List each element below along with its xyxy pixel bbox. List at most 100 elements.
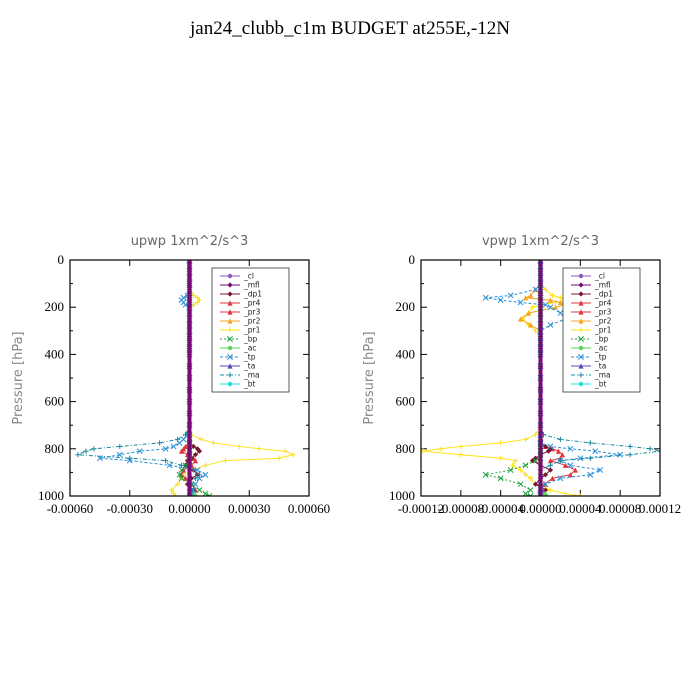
data-point-_bp	[196, 487, 203, 494]
data-point-_pr2	[525, 310, 532, 316]
legend-marker-_cl	[578, 273, 584, 279]
data-point-_pr2	[517, 316, 524, 322]
plot-area	[75, 260, 296, 496]
y-axis-label: Pressure [hPa]	[362, 331, 377, 424]
data-point-_pr1	[276, 455, 282, 461]
data-point-_tp	[597, 467, 604, 473]
data-point-_bp	[532, 457, 539, 464]
data-point-_ma	[117, 443, 123, 450]
legend-marker-_bp	[227, 336, 233, 342]
data-point-_tp	[162, 445, 169, 452]
legend-marker-_ac	[227, 345, 233, 351]
data-point-_dp1	[547, 467, 554, 473]
legend-label-_pr1: _pr1	[594, 326, 612, 335]
y-tick-label: 400	[45, 346, 65, 361]
data-point-_ma	[587, 455, 593, 461]
legend-label-_pr1: _pr1	[243, 326, 261, 335]
data-point-_dp1	[542, 443, 549, 450]
data-point-_mfl	[186, 269, 193, 275]
data-point-_ma	[91, 446, 97, 452]
legend-label-_tp: _tp	[594, 353, 607, 362]
data-point-_ma	[627, 452, 633, 458]
data-point-_tp	[196, 475, 203, 482]
data-point-_pr1	[290, 452, 296, 458]
data-point-_pr4	[559, 452, 566, 458]
data-point-_mfl	[537, 302, 544, 308]
data-point-_tp	[136, 448, 143, 455]
y-tick-label: 1000	[389, 488, 415, 503]
data-point-_ma	[557, 458, 564, 464]
legend-label-_cl: _cl	[594, 272, 605, 281]
y-tick-label: 600	[396, 394, 416, 409]
data-point-_pr2	[527, 292, 534, 298]
data-point-_bp	[507, 467, 514, 473]
data-point-_pr4	[192, 458, 199, 464]
plot-frame	[420, 259, 661, 497]
x-tick-label: -0.00012	[398, 501, 445, 516]
legend-label-_bp: _bp	[594, 335, 609, 344]
data-point-_bp	[527, 487, 534, 494]
data-point-_tp	[116, 451, 123, 458]
data-point-_ma	[178, 462, 185, 468]
data-point-_mfl	[186, 297, 193, 303]
data-point-_pr1	[522, 436, 529, 442]
legend-marker-_tp	[578, 354, 584, 360]
data-point-_dp1	[545, 448, 552, 454]
data-point-_tp	[592, 448, 599, 455]
data-point-_pr1	[282, 448, 288, 454]
legend-label-_dp1: _dp1	[243, 290, 262, 299]
data-point-_mfl	[186, 281, 193, 287]
data-point-_mfl	[186, 493, 193, 496]
legend-marker-_bt	[578, 381, 584, 387]
data-point-_tp	[567, 445, 574, 452]
data-point-_pr2	[522, 295, 529, 301]
y-tick-label: 600	[45, 394, 65, 409]
data-point-_pr1	[438, 446, 444, 452]
x-tick-label: 0.00000	[168, 501, 210, 516]
legend-marker-_ta	[227, 363, 233, 369]
data-point-_pr2	[557, 299, 564, 306]
data-point-_ma	[174, 436, 181, 442]
data-point-_mfl	[186, 345, 193, 352]
data-point-_bp	[482, 471, 489, 478]
legend-marker-_ac	[578, 345, 584, 351]
data-point-_tp	[182, 301, 189, 308]
legend-marker-_ma	[578, 372, 584, 378]
vpwp-panel: vpwp 1xm^2/s^3 Pressure [hPa] 0 200 400 600 80…	[362, 234, 681, 516]
data-point-_tp	[497, 297, 504, 304]
data-point-_ma	[647, 446, 653, 452]
data-point-_ma	[557, 436, 564, 442]
data-point-_ma	[587, 440, 593, 446]
data-point-_tp	[170, 443, 177, 450]
legend-label-_ta: _ta	[594, 362, 606, 371]
data-point-_ma	[627, 443, 633, 450]
data-point-_pr1	[547, 487, 554, 493]
y-tick-label: 200	[396, 299, 416, 314]
data-point-_tp	[547, 443, 554, 450]
data-point-_pr1	[210, 440, 216, 446]
legend-label-_pr2: _pr2	[243, 317, 261, 326]
y-tick-label: 800	[45, 441, 65, 456]
data-point-_tp	[567, 462, 574, 469]
data-point-_tp	[190, 487, 197, 494]
data-point-_pr1	[562, 491, 568, 496]
data-point-_dp1	[532, 481, 539, 487]
legend-marker-_cl	[227, 273, 233, 279]
data-point-_bp	[176, 471, 183, 478]
data-point-_pr4	[567, 472, 573, 478]
data-point-_pr4	[572, 467, 578, 473]
legend-marker-_pr3	[227, 309, 233, 315]
data-point-_mfl	[186, 292, 193, 298]
data-point-_pr1	[174, 481, 181, 487]
data-point-_pr2	[552, 304, 559, 310]
data-point-_bp	[527, 493, 534, 496]
data-point-_bp	[517, 481, 524, 488]
data-point-_ma	[547, 462, 554, 468]
data-point-_bp	[497, 475, 504, 482]
data-point-_pr2	[547, 297, 554, 303]
legend-label-_ac: _ac	[243, 344, 256, 353]
y-axis-label: Pressure [hPa]	[11, 331, 26, 424]
data-point-_pr1	[256, 446, 262, 452]
legend-marker-_pr2	[227, 318, 233, 324]
data-point-_bp	[522, 462, 529, 469]
